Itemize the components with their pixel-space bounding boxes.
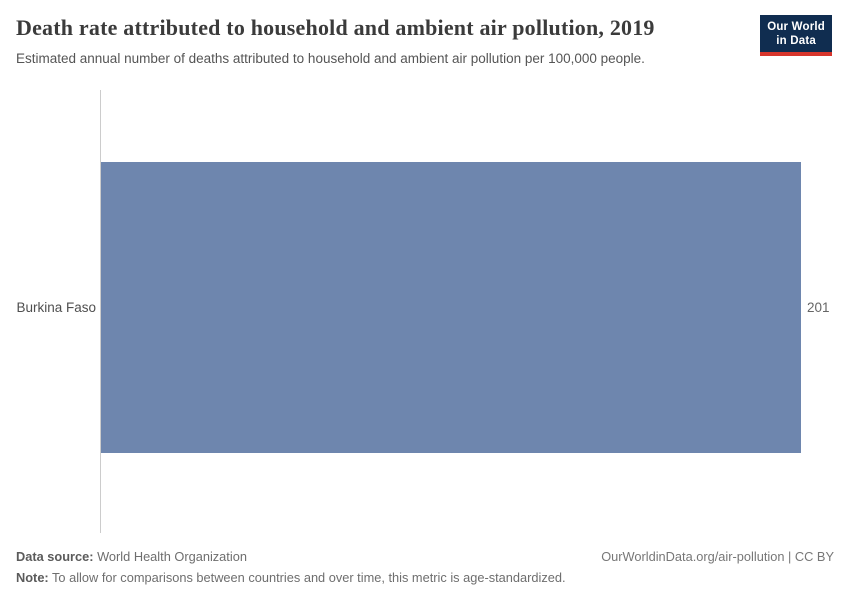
data-source-line: Data source: World Health Organization	[16, 546, 566, 567]
bar-burkina-faso[interactable]	[101, 162, 801, 453]
owid-logo-line2: in Data	[776, 35, 816, 47]
chart-subtitle: Estimated annual number of deaths attrib…	[16, 51, 645, 66]
owid-logo: Our World in Data	[760, 15, 832, 56]
note-value: To allow for comparisons between countri…	[48, 570, 566, 585]
note-label: Note:	[16, 570, 49, 585]
data-source-value: World Health Organization	[93, 549, 247, 564]
chart-title: Death rate attributed to household and a…	[16, 15, 655, 40]
data-source-label: Data source:	[16, 549, 94, 564]
bar-label-burkina-faso[interactable]: Burkina Faso	[16, 300, 96, 315]
owid-logo-line1: Our World	[767, 21, 825, 33]
y-axis-line	[100, 90, 101, 533]
bar-value-label: 201	[807, 300, 830, 315]
note-line: Note: To allow for comparisons between c…	[16, 567, 566, 588]
chart-footer: Data source: World Health Organization N…	[16, 546, 566, 588]
owid-url-license[interactable]: OurWorldinData.org/air-pollution | CC BY	[601, 549, 834, 564]
